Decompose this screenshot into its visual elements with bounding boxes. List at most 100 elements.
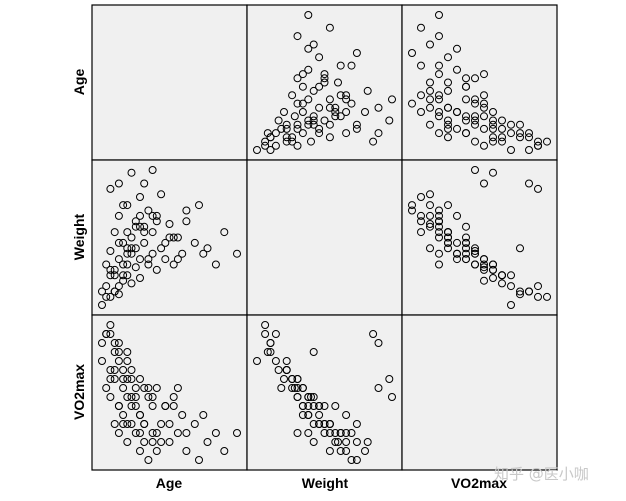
point-vo2max-vs-age — [123, 393, 132, 401]
point-weight-vs-age — [152, 211, 161, 220]
point-vo2max-vs-weight — [320, 402, 329, 410]
point-weight-vs-age — [131, 222, 140, 231]
point-weight-vs-vo2max — [453, 249, 461, 258]
point-vo2max-vs-weight — [304, 411, 313, 419]
point-age-vs-weight — [352, 49, 361, 57]
labels-layer: Age Weight VO2max Age Weight VO2max — [71, 69, 507, 491]
point-weight-vs-age — [152, 265, 161, 274]
point-age-vs-vo2max — [417, 23, 425, 32]
point-weight-vs-vo2max — [426, 211, 434, 220]
point-vo2max-vs-weight — [334, 438, 342, 446]
point-weight-vs-age — [114, 211, 123, 220]
point-age-vs-vo2max — [480, 141, 488, 150]
point-age-vs-vo2max — [453, 44, 461, 53]
point-age-vs-weight — [325, 120, 334, 129]
point-vo2max-vs-age — [144, 456, 153, 464]
point-vo2max-vs-weight — [315, 420, 324, 428]
point-weight-vs-vo2max — [435, 206, 443, 215]
point-vo2max-vs-age — [110, 420, 119, 428]
point-vo2max-vs-age — [114, 348, 123, 356]
point-vo2max-vs-age — [119, 366, 128, 374]
point-vo2max-vs-age — [148, 438, 157, 446]
point-vo2max-vs-age — [173, 429, 182, 437]
point-age-vs-vo2max — [417, 108, 425, 116]
point-age-vs-weight — [320, 78, 329, 87]
point-vo2max-vs-weight — [361, 447, 369, 455]
point-age-vs-weight — [304, 11, 313, 19]
point-age-vs-vo2max — [435, 108, 443, 116]
point-vo2max-vs-weight — [347, 429, 356, 437]
point-weight-vs-age — [169, 233, 178, 242]
point-vo2max-vs-age — [182, 447, 191, 455]
point-vo2max-vs-weight — [277, 384, 286, 392]
point-weight-vs-age — [173, 233, 182, 242]
point-age-vs-weight — [304, 120, 313, 129]
point-vo2max-vs-weight — [282, 357, 291, 365]
point-age-vs-vo2max — [507, 146, 515, 154]
point-age-vs-vo2max — [453, 124, 461, 133]
point-weight-vs-age — [161, 238, 170, 247]
point-vo2max-vs-age — [106, 375, 115, 383]
point-age-vs-vo2max — [471, 74, 479, 83]
point-weight-vs-age — [102, 282, 111, 291]
point-weight-vs-vo2max — [435, 222, 443, 231]
point-weight-vs-age — [161, 255, 170, 264]
point-age-vs-weight — [336, 61, 345, 70]
point-vo2max-vs-weight — [298, 402, 307, 410]
point-age-vs-weight — [282, 124, 291, 133]
point-vo2max-vs-age — [220, 447, 229, 455]
point-vo2max-vs-age — [157, 420, 166, 428]
point-weight-vs-vo2max — [534, 292, 542, 301]
point-vo2max-vs-age — [136, 411, 144, 419]
point-vo2max-vs-age — [140, 420, 149, 428]
point-age-vs-vo2max — [462, 82, 470, 91]
point-weight-vs-age — [199, 249, 208, 258]
point-age-vs-vo2max — [453, 65, 461, 74]
point-vo2max-vs-age — [106, 321, 115, 329]
point-weight-vs-vo2max — [417, 193, 425, 201]
point-age-vs-weight — [347, 99, 356, 108]
point-weight-vs-age — [110, 271, 119, 280]
point-vo2max-vs-weight — [315, 411, 324, 419]
point-weight-vs-age — [140, 222, 149, 231]
point-weight-vs-vo2max — [462, 233, 470, 242]
point-vo2max-vs-age — [127, 366, 136, 374]
point-age-vs-vo2max — [435, 129, 443, 138]
point-age-vs-weight — [304, 65, 313, 74]
point-age-vs-weight — [288, 133, 297, 142]
point-age-vs-weight — [325, 95, 334, 104]
point-weight-vs-age — [190, 238, 199, 247]
point-age-vs-vo2max — [426, 78, 434, 87]
point-vo2max-vs-weight — [347, 456, 356, 464]
point-age-vs-weight — [298, 82, 307, 91]
point-age-vs-vo2max — [534, 141, 542, 150]
point-vo2max-vs-age — [211, 429, 220, 437]
point-weight-vs-age — [110, 228, 119, 237]
point-weight-vs-age — [106, 292, 115, 301]
point-weight-vs-age — [233, 249, 241, 258]
point-age-vs-weight — [288, 137, 297, 146]
point-age-vs-weight — [293, 141, 302, 150]
point-weight-vs-vo2max — [471, 249, 479, 258]
point-vo2max-vs-age — [131, 429, 140, 437]
point-weight-vs-vo2max — [453, 211, 461, 220]
point-weight-vs-vo2max — [462, 238, 470, 247]
point-weight-vs-vo2max — [480, 260, 488, 269]
point-age-vs-weight — [266, 146, 275, 154]
point-age-vs-vo2max — [507, 120, 515, 129]
point-age-vs-weight — [304, 44, 313, 53]
point-weight-vs-age — [173, 255, 182, 264]
point-vo2max-vs-weight — [282, 366, 291, 374]
point-vo2max-vs-age — [152, 384, 161, 392]
point-weight-vs-age — [131, 263, 140, 272]
point-weight-vs-vo2max — [525, 179, 533, 188]
point-age-vs-vo2max — [489, 120, 497, 129]
point-vo2max-vs-age — [165, 438, 174, 446]
point-vo2max-vs-weight — [280, 375, 288, 383]
point-vo2max-vs-weight — [309, 402, 318, 410]
point-vo2max-vs-age — [123, 348, 132, 356]
point-age-vs-vo2max — [444, 86, 452, 95]
point-age-vs-vo2max — [408, 99, 416, 108]
point-age-vs-vo2max — [471, 95, 479, 104]
point-age-vs-vo2max — [525, 133, 533, 142]
